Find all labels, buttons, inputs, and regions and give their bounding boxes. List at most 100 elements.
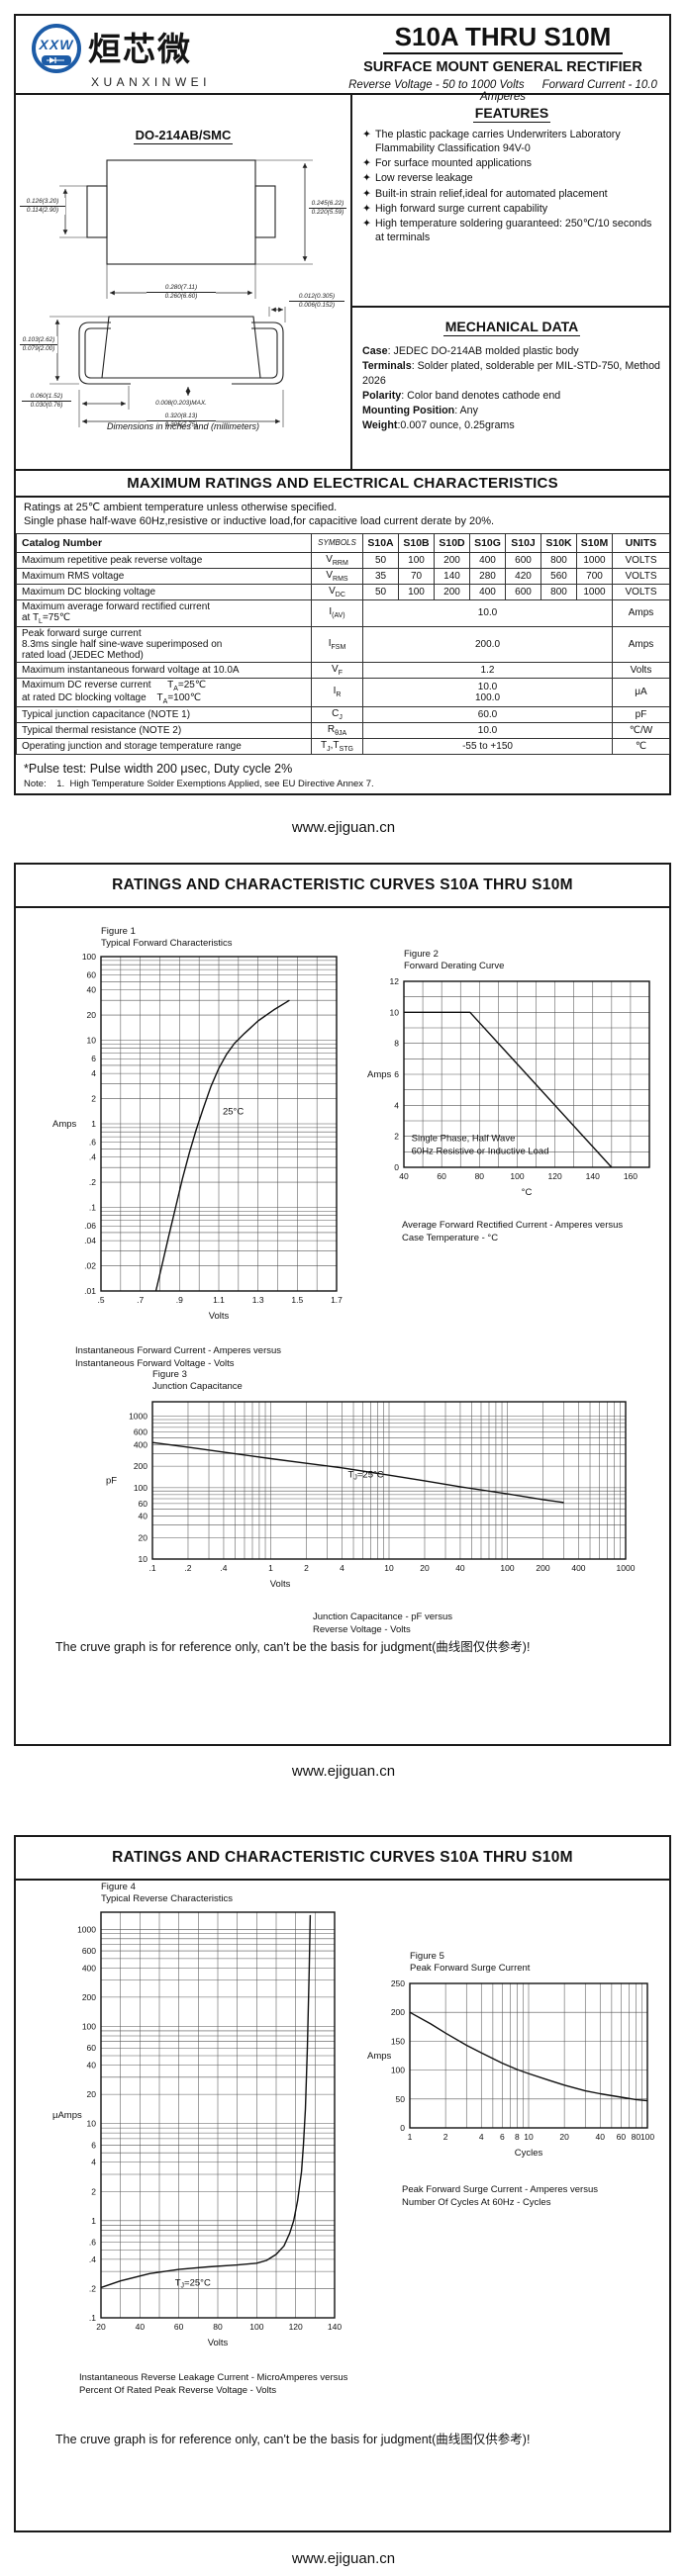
description-line: Maximum RMS voltage	[22, 570, 125, 582]
svg-text:2: 2	[91, 2186, 96, 2196]
x-axis-unit: Volts	[209, 1311, 230, 1322]
caption-line: Case Temperature - °C	[402, 1232, 499, 1243]
svg-text:.02: .02	[84, 1261, 96, 1271]
annotation: 25°C	[223, 1107, 244, 1118]
caption-line: Instantaneous Forward Current - Amperes …	[75, 1345, 282, 1357]
svg-text:12: 12	[390, 976, 400, 986]
svg-text:60: 60	[139, 1499, 148, 1509]
svg-text:6: 6	[500, 2132, 505, 2142]
mechanical-item: Weight:0.007 ounce, 0.25grams	[362, 418, 661, 433]
description-line: rated load (JEDEC Method)	[22, 649, 144, 661]
figure5-block: Figure 5 Peak Forward Surge Current 1 2 4 6 8 1…	[364, 1951, 671, 2210]
svg-text:4: 4	[394, 1100, 399, 1110]
description-line: Typical junction capacitance (NOTE 1)	[22, 708, 191, 720]
figure3-block: Figure 3 Junction Capacitance .1 .2 .4 1 2 4 10 2…	[103, 1369, 662, 1637]
svg-text:0: 0	[394, 1162, 399, 1172]
svg-text:20: 20	[559, 2132, 569, 2142]
cell-value: 140	[434, 567, 470, 585]
table-row: Maximum DC reverse current TA=25℃ at rate…	[16, 677, 670, 707]
svg-text:200: 200	[536, 1563, 549, 1573]
mechanical-data-heading: MECHANICAL DATA	[442, 319, 581, 336]
col-header-part: S10D	[434, 532, 470, 553]
col-header-part: S10K	[540, 532, 577, 553]
cell-unit: Amps	[612, 625, 670, 663]
x-axis-unit: Cycles	[515, 2148, 543, 2159]
figure-number: Figure 1	[101, 926, 136, 937]
curves-heading: RATINGS AND CHARACTERISTIC CURVES S10A T…	[16, 1837, 669, 1881]
table-row: Maximum average forward rectified curren…	[16, 598, 670, 627]
feature-text: Low reverse leakage	[375, 172, 473, 185]
logo-monogram: XXW	[39, 37, 74, 52]
figure-caption: Junction Capacitance - pF versus Reverse …	[313, 1611, 662, 1637]
table-header-row: Catalog Number SYMBOLS S10A S10B S10D S10G S10…	[16, 532, 670, 553]
col-header-catalog: Catalog Number	[16, 532, 312, 553]
mechanical-item-text: :0.007 ounce, 0.25grams	[397, 418, 515, 431]
svg-text:1000: 1000	[617, 1563, 636, 1573]
svg-text:40: 40	[455, 1563, 465, 1573]
caption-line: Number Of Cycles At 60Hz - Cycles	[402, 2196, 551, 2208]
svg-text:200: 200	[134, 1461, 147, 1471]
figure1-chart: .5 .7 .9 1.1 1.3 1.5 1.7 100 60 40 20 10 6 4 2 1 .6 .4 .2.…	[52, 952, 343, 1322]
figure-label: Figure 3 Junction Capacitance	[152, 1369, 662, 1392]
cell-description: Maximum repetitive peak reverse voltage	[16, 551, 312, 569]
ratings-banner: MAXIMUM RATINGS AND ELECTRICAL CHARACTER…	[16, 469, 669, 498]
caption-line: Instantaneous Reverse Leakage Current - …	[79, 2372, 348, 2384]
dim-lead-length: 0.060(1.52) 0.030(0.76)	[22, 393, 71, 410]
svg-text:100: 100	[249, 2322, 263, 2332]
page-subtitle: SURFACE MOUNT GENERAL RECTIFIER	[363, 58, 642, 75]
svg-text:20: 20	[96, 2322, 106, 2332]
brand-logo: XXW 烜芯微 XUANXINWEI	[32, 24, 211, 89]
x-axis-unit: Volts	[270, 1579, 291, 1590]
figure-label: Figure 1 Typical Forward Characteristics	[101, 926, 356, 949]
bullet-icon: ✦	[362, 217, 371, 230]
svg-text:.04: .04	[84, 1236, 96, 1245]
figure2-block: Figure 2 Forward Derating Curve 40 60 80 100 1…	[364, 949, 671, 1245]
table-row: Typical junction capacitance (NOTE 1) CJ 6…	[16, 705, 670, 723]
svg-text:120: 120	[548, 1171, 562, 1181]
svg-text:4: 4	[91, 1068, 96, 1078]
svg-text:1000: 1000	[129, 1412, 147, 1422]
description-line: Maximum DC reverse current TA=25℃	[22, 679, 207, 692]
svg-text:100: 100	[134, 1483, 147, 1493]
caption-line: Peak Forward Surge Current - Amperes ver…	[402, 2184, 598, 2196]
figure2-chart: 40 60 80 100 120 140 160 0 2 4 6 8 10 12 Amps °C Single …	[367, 976, 650, 1198]
svg-text:10: 10	[139, 1554, 148, 1564]
figure-title: Typical Forward Characteristics	[101, 937, 233, 949]
mechanical-item-text: : Any	[454, 404, 478, 416]
features-section: FEATURES ✦ The plastic package carries Un…	[352, 95, 669, 308]
svg-text:10: 10	[87, 2119, 97, 2129]
cell-description: Peak forward surge current 8.3ms single h…	[16, 625, 312, 663]
dim-side-height: 0.103(2.62) 0.079(2.00)	[20, 336, 57, 353]
cell-value: 70	[398, 567, 435, 585]
svg-text:.2: .2	[89, 1177, 96, 1187]
cell-unit: Amps	[612, 598, 670, 627]
description-line: Typical thermal resistance (NOTE 2)	[22, 724, 182, 736]
cell-value: 420	[505, 567, 541, 585]
table-row: Maximum RMS voltage VRMS 35 70 140 280 420 560 7…	[16, 567, 670, 585]
figure-title: Typical Reverse Characteristics	[101, 1892, 234, 1904]
svg-text:400: 400	[134, 1440, 147, 1450]
figure-caption: Average Forward Rectified Current - Ampe…	[402, 1220, 671, 1245]
figure-label: Figure 5 Peak Forward Surge Current	[410, 1951, 671, 1974]
svg-text:40: 40	[87, 2061, 97, 2070]
svg-text:.06: .06	[84, 1221, 96, 1231]
svg-text:1.3: 1.3	[252, 1295, 264, 1305]
caption-line: Average Forward Rectified Current - Ampe…	[402, 1220, 624, 1232]
cell-unit: VOLTS	[612, 583, 670, 600]
svg-text:1.1: 1.1	[213, 1295, 225, 1305]
feature-text: High forward surge current capability	[375, 202, 548, 215]
svg-text:.6: .6	[89, 2238, 96, 2248]
dim-body-width: 0.280(7.11) 0.260(6.60)	[147, 284, 216, 301]
package-caption: Dimensions in inches and (millimeters)	[106, 421, 260, 431]
svg-text:120: 120	[289, 2322, 303, 2332]
svg-text:60: 60	[87, 970, 97, 980]
mechanical-item: Mounting Position: Any	[362, 404, 661, 418]
features-column: FEATURES ✦ The plastic package carries Un…	[352, 95, 669, 469]
ratings-intro-line2: Single phase half-wave 60Hz,resistive or…	[24, 515, 495, 528]
svg-text:.4: .4	[89, 2254, 96, 2264]
cell-symbol: VDC	[311, 583, 363, 600]
cell-value: 600	[505, 583, 541, 600]
cell-value: 35	[362, 567, 399, 585]
package-column: DO-214AB/SMC	[16, 95, 352, 469]
